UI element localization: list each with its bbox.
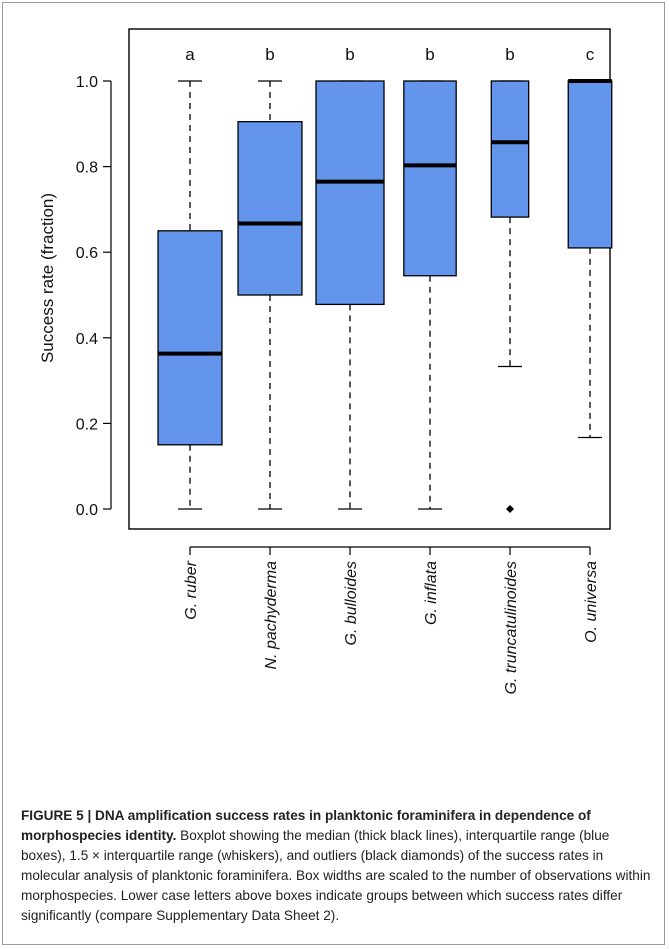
box-group [490,80,530,513]
y-tick-label: 1.0 [76,74,98,91]
group-letter: b [425,45,434,64]
y-tick-label: 0.0 [76,502,98,519]
box-group [403,80,457,510]
x-tick-label: G. truncatulinoides [503,561,520,694]
iqr-box [157,230,223,446]
box-series [157,79,613,513]
iqr-box [237,121,303,296]
group-letter: c [586,45,595,64]
boxplot-chart: Success rate (fraction) 0.0 0.2 0.4 0.6 0.8 1… [38,28,613,694]
outlier-point [506,505,514,513]
y-tick-label: 0.8 [76,160,98,177]
iqr-box [315,80,385,306]
x-tick-label: G. inflata [423,561,440,625]
x-tick-label: N. pachyderma [263,561,280,670]
group-letter: b [505,45,514,64]
plot-area [128,28,611,530]
iqr-box [567,80,613,249]
group-letter: b [345,45,354,64]
box-group [237,80,303,510]
y-tick-label: 0.2 [76,416,98,433]
x-tick-label: O. universa [583,561,600,643]
y-tick-label: 0.6 [76,245,98,262]
figure-caption: FIGURE 5 | DNA amplification success rat… [21,806,651,926]
box-group [315,80,385,510]
group-letter: a [185,45,195,64]
iqr-box [403,80,457,277]
box-group [157,80,223,510]
y-axis-label: Success rate (fraction) [38,193,57,363]
box-group [567,79,613,439]
group-letter: b [265,45,274,64]
caption-label: FIGURE 5 | DNA amplification success rat… [21,808,591,843]
x-tick-label: G. bulloides [343,561,360,646]
caption-text: Boxplot showing the median (thick black … [21,828,651,923]
x-tick-label: G. ruber [183,560,200,619]
x-axis: G. ruber N. pachyderma G. bulloides G. infl… [183,546,600,694]
y-axis: 0.0 0.2 0.4 0.6 0.8 1.0 [76,74,112,519]
iqr-box [490,80,530,218]
y-tick-label: 0.4 [76,331,98,348]
